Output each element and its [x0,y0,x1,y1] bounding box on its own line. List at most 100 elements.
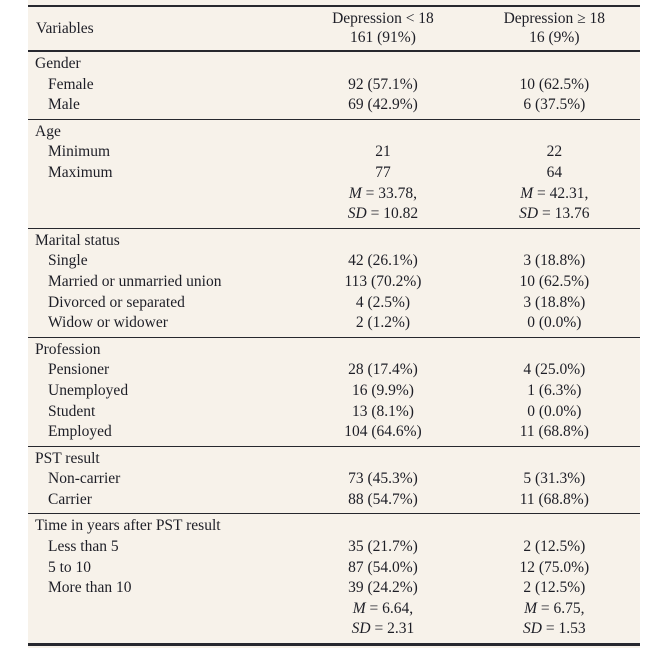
table-row: More than 10 39 (24.2%) 2 (12.5%) [28,578,640,599]
stat-value: = 6.75, [537,599,585,617]
row-label: Male [48,96,80,114]
cell-value: 69 (42.9%) [348,96,418,114]
section-title-row: Gender [28,51,640,75]
cell-value: 4 (2.5%) [355,293,411,311]
table-row: Less than 5 35 (21.7%) 2 (12.5%) [28,537,640,558]
descriptive-statistics-table: Variables Depression < 18 161 (91%) Depr… [28,5,640,647]
table-row: SD = 2.31 SD = 1.53 [28,619,640,644]
table-row: Single 42 (26.1%) 3 (18.8%) [28,251,640,272]
row-label: Divorced or separated [48,293,185,311]
table-row: Minimum 21 22 [28,142,640,163]
cell-value: 13 (8.1%) [351,402,414,420]
header-depression-lt18: Depression < 18 161 (91%) [297,6,468,51]
stat-symbol: M [520,184,534,202]
cell-value: 4 (25.0%) [523,361,586,379]
cell-value: SD = 13.76 [469,204,640,228]
stat-symbol: M [352,599,366,617]
cell-value: 0 (0.0%) [527,314,582,332]
cell-value: 3 (18.8%) [523,293,586,311]
cell-value: M = 33.78, [297,184,468,205]
row-label: Widow or widower [48,314,168,332]
table-row: Widow or widower 2 (1.2%) 0 (0.0%) [28,313,640,337]
row-label: Carrier [48,490,92,508]
table-header: Variables Depression < 18 161 (91%) Depr… [28,6,640,51]
row-label [28,184,297,205]
section-title-row: Age [28,119,640,142]
section-title: PST result [35,449,100,467]
table-row: 5 to 10 87 (54.0%) 12 (75.0%) [28,558,640,579]
cell-value: 2 (12.5%) [523,579,586,597]
cell-value: SD = 10.82 [297,204,468,228]
stat-symbol: M [348,184,362,202]
cell-value: 2 (1.2%) [355,314,411,332]
cell-value: 88 (54.7%) [348,490,418,508]
cell-value: 22 [546,143,563,161]
cell-value: 12 (75.0%) [519,558,590,576]
cell-value: 11 (68.8%) [519,423,589,441]
row-label: Less than 5 [48,538,119,556]
table-row: Carrier 88 (54.7%) 11 (68.8%) [28,490,640,514]
section-title: Gender [35,55,81,72]
section-title: Profession [35,340,101,358]
stat-symbol: SD [519,205,539,223]
row-label: Minimum [48,143,111,161]
cell-value: 0 (0.0%) [527,402,582,420]
header-depression-ge18-count: 16 (9%) [529,29,580,46]
cell-value: 1 (6.3%) [527,381,582,399]
section-title-row: Marital status [28,228,640,251]
cell-value: 16 (9.9%) [351,381,414,399]
cell-value: 11 (68.8%) [519,490,589,508]
row-label: 5 to 10 [48,558,92,576]
stat-symbol: SD [347,205,367,223]
row-label: Employed [48,423,112,441]
table-sheet: Variables Depression < 18 161 (91%) Depr… [28,0,640,648]
section-title-row: Profession [28,337,640,360]
cell-value: 28 (17.4%) [348,361,418,379]
header-depression-lt18-count: 161 (91%) [350,29,416,46]
cell-value: 113 (70.2%) [344,272,422,290]
stat-symbol: M [524,599,538,617]
cell-value: 104 (64.6%) [344,423,422,441]
stat-value: = 33.78, [361,184,418,202]
cell-value: 64 [546,163,563,181]
row-label [28,599,297,620]
row-label [28,619,297,644]
row-label [28,204,297,228]
table-row: SD = 10.82 SD = 13.76 [28,204,640,228]
cell-value: SD = 1.53 [469,619,640,644]
table-row: Married or unmarried union 113 (70.2%) 10 … [28,272,640,293]
row-label: Single [48,252,88,270]
table-row: Non-carrier 73 (45.3%) 5 (31.3%) [28,469,640,490]
row-label: Maximum [48,163,113,181]
header-row: Variables Depression < 18 161 (91%) Depr… [28,6,640,51]
row-label: Student [48,402,96,420]
table-body: Gender Female 92 (57.1%) 10 (62.5%) Male 69 (… [28,51,640,645]
table-row: M = 6.64, M = 6.75, [28,599,640,620]
cell-value: M = 42.31, [469,184,640,205]
header-depression-ge18: Depression ≥ 18 16 (9%) [469,6,640,51]
cell-value: 92 (57.1%) [348,75,418,93]
row-label: Female [48,75,94,93]
table-row: Male 69 (42.9%) 6 (37.5%) [28,95,640,119]
table-row: M = 33.78, M = 42.31, [28,184,640,205]
row-label: Unemployed [48,381,129,399]
table-row: Student 13 (8.1%) 0 (0.0%) [28,402,640,423]
table-row: Divorced or separated 4 (2.5%) 3 (18.8%) [28,293,640,314]
row-label: More than 10 [48,579,132,597]
table-row: Unemployed 16 (9.9%) 1 (6.3%) [28,381,640,402]
cell-value: 5 (31.3%) [523,470,586,488]
cell-value: 39 (24.2%) [348,579,418,597]
cell-value: 3 (18.8%) [523,252,586,270]
cell-value: M = 6.64, [297,599,468,620]
cell-value: 35 (21.7%) [348,538,418,556]
section-title: Time in years after PST result [35,517,221,535]
cell-value: 10 (62.5%) [519,75,590,93]
header-variables: Variables [36,19,94,37]
cell-value: SD = 2.31 [297,619,468,644]
section-title-row: PST result [28,446,640,469]
section-title: Marital status [35,231,120,249]
table-row: Maximum 77 64 [28,163,640,184]
stat-value: = 10.82 [366,205,419,223]
header-depression-ge18-title: Depression ≥ 18 [503,10,606,27]
cell-value: 21 [375,143,391,161]
